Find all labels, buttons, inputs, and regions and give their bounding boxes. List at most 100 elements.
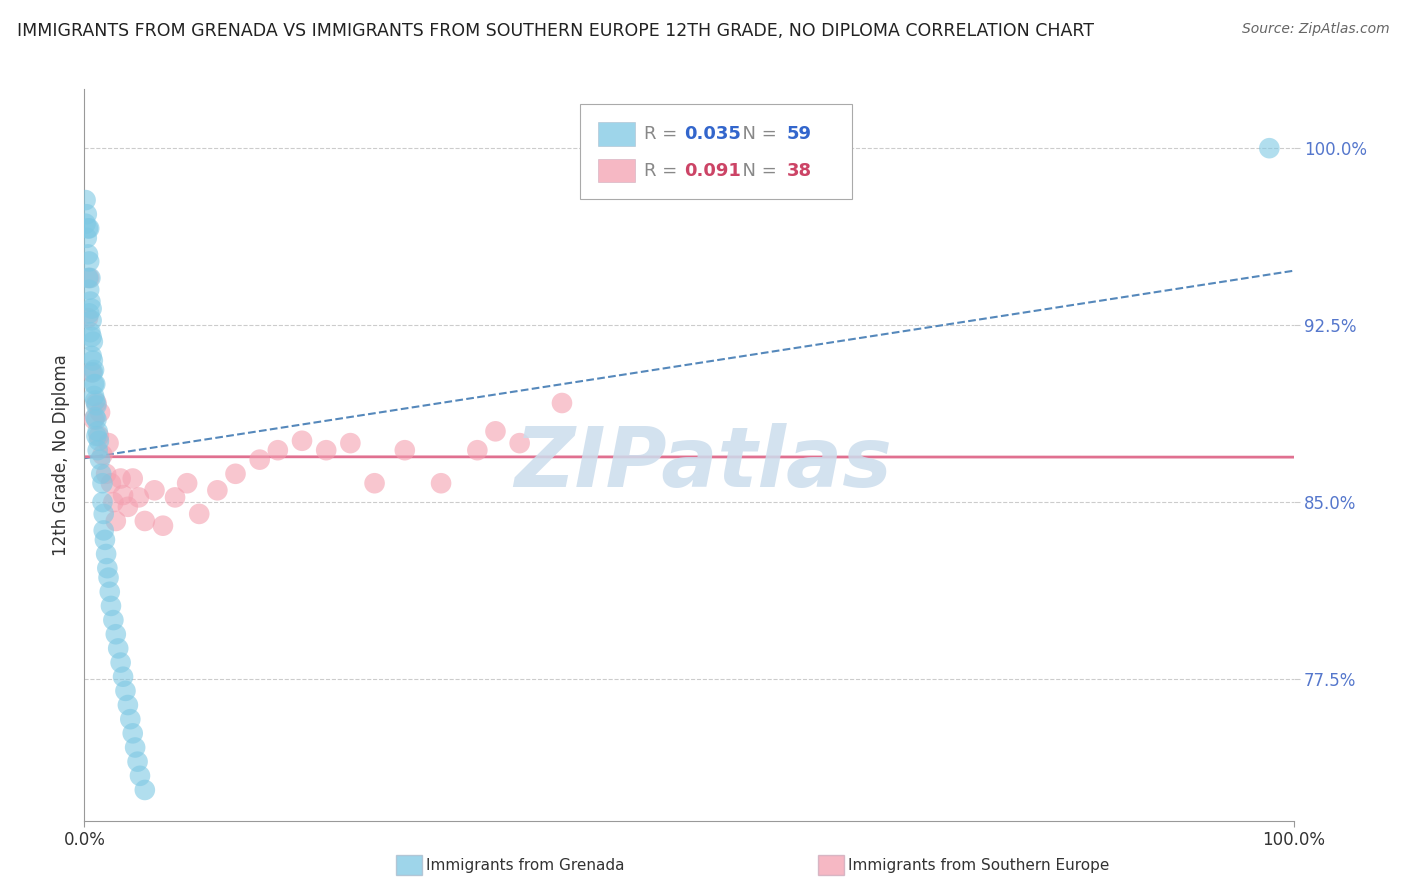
Point	[225, 467, 247, 481]
Point	[484, 425, 506, 439]
Point	[114, 684, 136, 698]
Point	[87, 429, 110, 443]
Point	[100, 476, 122, 491]
Point	[120, 712, 142, 726]
Point	[80, 365, 103, 379]
Text: N =: N =	[731, 161, 783, 179]
Point	[93, 524, 115, 538]
Point	[1258, 141, 1281, 155]
Point	[509, 436, 531, 450]
Point	[76, 231, 98, 245]
Point	[188, 507, 211, 521]
Point	[291, 434, 314, 448]
Point	[79, 325, 101, 339]
Point	[103, 613, 125, 627]
Point	[80, 313, 103, 327]
Point	[89, 452, 111, 467]
Point	[339, 436, 361, 450]
Point	[87, 434, 110, 448]
Point	[86, 429, 108, 443]
Text: Source: ZipAtlas.com: Source: ZipAtlas.com	[1241, 22, 1389, 37]
Point	[143, 483, 166, 498]
Point	[77, 271, 100, 285]
FancyBboxPatch shape	[599, 122, 634, 145]
Point	[77, 247, 100, 261]
Point	[77, 221, 100, 235]
Point	[104, 514, 127, 528]
Point	[363, 476, 385, 491]
Point	[112, 670, 135, 684]
Point	[91, 476, 114, 491]
Point	[430, 476, 453, 491]
Point	[97, 436, 120, 450]
Point	[394, 443, 416, 458]
Point	[83, 389, 105, 403]
Point	[91, 495, 114, 509]
FancyBboxPatch shape	[581, 103, 852, 199]
Point	[86, 396, 108, 410]
Point	[467, 443, 489, 458]
Text: 0.035: 0.035	[685, 125, 741, 143]
Point	[86, 425, 108, 439]
Point	[249, 452, 271, 467]
Point	[82, 334, 104, 349]
Point	[121, 471, 143, 485]
Point	[107, 641, 129, 656]
Point	[76, 207, 98, 221]
Point	[152, 518, 174, 533]
Point	[104, 627, 127, 641]
Point	[94, 467, 117, 481]
Point	[83, 377, 105, 392]
Point	[75, 217, 97, 231]
Point	[79, 271, 101, 285]
Point	[176, 476, 198, 491]
Text: 38: 38	[787, 161, 813, 179]
Point	[77, 311, 100, 326]
Point	[117, 500, 139, 514]
Point	[86, 398, 108, 412]
Point	[84, 410, 107, 425]
Text: R =: R =	[644, 125, 683, 143]
Text: R =: R =	[644, 161, 683, 179]
Point	[117, 698, 139, 712]
Point	[86, 443, 108, 458]
Point	[124, 740, 146, 755]
Point	[100, 599, 122, 613]
Point	[551, 396, 574, 410]
Point	[77, 221, 100, 235]
Point	[77, 306, 100, 320]
Point	[97, 571, 120, 585]
Point	[84, 377, 107, 392]
Point	[165, 491, 187, 505]
Point	[207, 483, 229, 498]
Point	[98, 584, 121, 599]
Point	[121, 726, 143, 740]
FancyBboxPatch shape	[599, 159, 634, 182]
Point	[83, 412, 105, 426]
Point	[77, 271, 100, 285]
Point	[127, 755, 149, 769]
Text: 0.091: 0.091	[685, 161, 741, 179]
Point	[93, 507, 115, 521]
Point	[315, 443, 337, 458]
Point	[86, 412, 108, 426]
Point	[90, 467, 112, 481]
Point	[83, 363, 105, 377]
Point	[94, 547, 117, 561]
Text: Immigrants from Grenada: Immigrants from Grenada	[426, 858, 624, 872]
Point	[80, 330, 103, 344]
Point	[103, 495, 125, 509]
Text: 59: 59	[787, 125, 811, 143]
Point	[112, 488, 135, 502]
Point	[129, 769, 152, 783]
Point	[267, 443, 290, 458]
Point	[82, 353, 104, 368]
Point	[77, 254, 100, 268]
Point	[89, 405, 111, 419]
Point	[84, 393, 107, 408]
Text: Immigrants from Southern Europe: Immigrants from Southern Europe	[848, 858, 1109, 872]
Text: N =: N =	[731, 125, 783, 143]
Point	[134, 783, 156, 797]
Text: ZIPatlas: ZIPatlas	[515, 424, 891, 504]
Point	[75, 193, 97, 207]
